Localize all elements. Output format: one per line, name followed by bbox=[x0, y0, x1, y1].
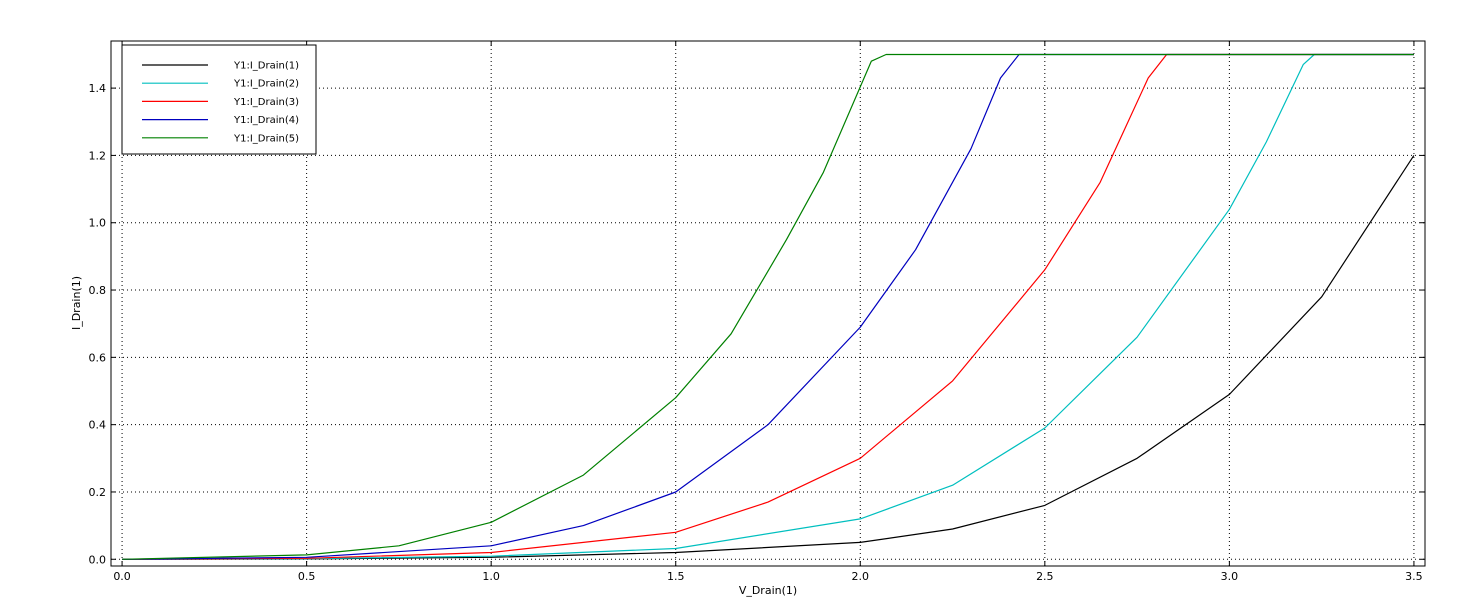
x-tick-label: 0.5 bbox=[298, 570, 316, 583]
y-tick-label: 0.8 bbox=[89, 284, 107, 297]
legend-label-3: Y1:I_Drain(3) bbox=[233, 97, 299, 108]
y-tick-label: 0.2 bbox=[89, 486, 107, 499]
x-tick-label: 1.5 bbox=[667, 570, 685, 583]
series-line-1 bbox=[122, 155, 1415, 560]
legend-label-5: Y1:I_Drain(5) bbox=[233, 133, 299, 144]
series-layer bbox=[122, 53, 1415, 560]
y-tick-label: 0.0 bbox=[89, 553, 107, 566]
series-line-3 bbox=[122, 53, 1414, 560]
legend-label-1: Y1:I_Drain(1) bbox=[233, 61, 299, 72]
x-tick-label: 3.5 bbox=[1405, 570, 1423, 583]
x-ticks: 0.0 0.5 1.0 1.5 2.0 2.5 3.0 3.5 bbox=[113, 41, 1423, 583]
y-tick-label: 1.2 bbox=[89, 149, 107, 162]
y-tick-label: 0.6 bbox=[89, 351, 107, 364]
plot-frame bbox=[110, 40, 1426, 567]
legend-box bbox=[121, 44, 317, 155]
plot-area bbox=[111, 41, 1425, 566]
y-tick-label: 1.0 bbox=[89, 217, 107, 230]
legend-label-2: Y1:I_Drain(2) bbox=[233, 79, 299, 90]
y-tick-label: 0.4 bbox=[89, 419, 107, 432]
legend: Y1:I_Drain(1) Y1:I_Drain(2) Y1:I_Drain(3) Y… bbox=[121, 44, 317, 155]
x-tick-label: 2.5 bbox=[1036, 570, 1054, 583]
x-tick-label: 1.0 bbox=[482, 570, 500, 583]
x-tick-label: 0.0 bbox=[113, 570, 131, 583]
series-line-2 bbox=[122, 53, 1414, 560]
legend-label-4: Y1:I_Drain(4) bbox=[233, 115, 299, 126]
y-ticks: 0.0 0.2 0.4 0.6 0.8 1.0 1.2 1.4 bbox=[89, 82, 1425, 566]
x-axis-label: V_Drain(1) bbox=[739, 584, 797, 597]
y-tick-label: 1.4 bbox=[89, 82, 107, 95]
x-tick-label: 3.0 bbox=[1221, 570, 1239, 583]
series-line-5 bbox=[122, 53, 1414, 560]
y-axis-label: I_Drain(1) bbox=[70, 276, 83, 330]
series-line-4 bbox=[122, 53, 1414, 560]
x-tick-label: 2.0 bbox=[852, 570, 870, 583]
